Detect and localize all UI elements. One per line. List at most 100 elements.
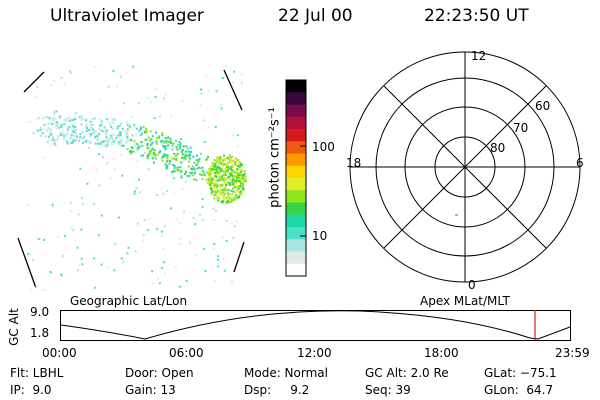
emission-pixel bbox=[70, 134, 73, 137]
emission-pixel bbox=[193, 161, 196, 164]
emission-pixel bbox=[217, 195, 219, 198]
emission-pixel bbox=[217, 165, 220, 168]
emission-pixel bbox=[62, 132, 65, 135]
emission-pixel bbox=[65, 118, 68, 121]
emission-pixel bbox=[115, 139, 118, 142]
emission-pixel bbox=[63, 82, 66, 85]
emission-pixel bbox=[162, 192, 165, 195]
emission-pixel bbox=[203, 141, 206, 143]
emission-pixel bbox=[118, 141, 120, 144]
emission-pixel bbox=[65, 140, 68, 143]
emission-pixel bbox=[146, 142, 149, 145]
emission-pixel bbox=[161, 155, 164, 158]
emission-pixel bbox=[113, 140, 116, 143]
emission-pixel bbox=[133, 192, 136, 195]
emission-pixel bbox=[211, 178, 214, 181]
emission-pixel bbox=[231, 183, 234, 186]
emission-pixel bbox=[55, 110, 58, 113]
emission-pixel bbox=[136, 147, 139, 150]
emission-pixel bbox=[231, 134, 234, 136]
emission-pixel bbox=[223, 177, 226, 179]
emission-pixel bbox=[59, 131, 62, 134]
emission-pixel bbox=[238, 168, 241, 171]
emission-pixel bbox=[236, 134, 239, 137]
emission-pixel bbox=[226, 201, 229, 204]
emission-pixel bbox=[50, 143, 53, 146]
emission-pixel bbox=[213, 248, 216, 250]
emission-pixel bbox=[79, 136, 82, 139]
emission-pixel bbox=[158, 135, 161, 138]
emission-pixel bbox=[120, 153, 123, 156]
emission-pixel bbox=[60, 274, 63, 277]
emission-pixel bbox=[161, 159, 164, 162]
emission-pixel bbox=[219, 156, 222, 159]
emission-pixel bbox=[214, 179, 216, 182]
emission-pixel bbox=[130, 146, 133, 149]
emission-pixel bbox=[207, 168, 210, 171]
emission-pixel bbox=[118, 132, 121, 135]
emission-pixel bbox=[95, 130, 98, 133]
emission-pixel bbox=[161, 139, 163, 142]
emission-pixel bbox=[215, 168, 218, 171]
emission-pixel bbox=[197, 159, 200, 162]
colorbar-band bbox=[286, 178, 306, 191]
emission-pixel bbox=[221, 189, 224, 192]
emission-pixel bbox=[213, 219, 216, 221]
emission-pixel bbox=[185, 180, 187, 183]
emission-pixel bbox=[97, 234, 100, 237]
emission-pixel bbox=[235, 181, 238, 184]
emission-pixel bbox=[236, 178, 239, 181]
emission-pixel bbox=[137, 147, 140, 150]
emission-pixel bbox=[207, 126, 210, 129]
emission-pixel bbox=[154, 131, 157, 134]
emission-pixel bbox=[231, 174, 234, 177]
emission-pixel bbox=[141, 145, 144, 147]
emission-pixel bbox=[222, 195, 225, 198]
emission-pixel bbox=[233, 225, 236, 228]
emission-pixel bbox=[53, 116, 56, 119]
orbit-right-title: Apex MLat/MLT bbox=[420, 294, 510, 308]
emission-pixel bbox=[222, 258, 225, 261]
emission-pixel bbox=[220, 178, 223, 181]
emission-pixel bbox=[238, 195, 241, 198]
emission-pixel bbox=[218, 162, 221, 165]
emission-pixel bbox=[97, 127, 100, 130]
emission-pixel bbox=[54, 124, 57, 127]
emission-pixel bbox=[231, 193, 234, 195]
emission-pixel bbox=[214, 168, 217, 171]
emission-pixel bbox=[63, 118, 66, 121]
emission-pixel bbox=[113, 119, 116, 122]
emission-pixel bbox=[63, 122, 66, 125]
emission-pixel bbox=[232, 237, 235, 240]
emission-pixel bbox=[36, 237, 39, 240]
emission-pixel bbox=[210, 193, 213, 196]
emission-pixel bbox=[91, 118, 94, 120]
emission-pixel bbox=[72, 229, 75, 232]
emission-pixel bbox=[214, 174, 217, 177]
polar-diagonal bbox=[383, 85, 547, 249]
emission-pixel bbox=[227, 192, 229, 195]
emission-pixel bbox=[64, 134, 67, 137]
emission-pixel bbox=[220, 167, 223, 170]
emission-pixel bbox=[126, 140, 129, 143]
emission-pixel bbox=[151, 141, 154, 144]
emission-pixel bbox=[48, 132, 51, 135]
emission-pixel bbox=[137, 143, 140, 146]
emission-pixel bbox=[112, 69, 115, 72]
emission-pixel bbox=[163, 97, 165, 100]
emission-pixel bbox=[218, 166, 220, 169]
emission-pixel bbox=[114, 127, 117, 130]
emission-pixel bbox=[152, 153, 155, 156]
emission-pixel bbox=[148, 136, 151, 139]
emission-pixel bbox=[201, 170, 204, 173]
emission-pixel bbox=[80, 115, 83, 118]
colorbar-band bbox=[286, 80, 306, 93]
emission-pixel bbox=[222, 169, 225, 172]
emission-pixel bbox=[59, 117, 61, 120]
emission-pixel bbox=[120, 144, 123, 147]
emission-pixel bbox=[155, 87, 158, 90]
emission-pixel bbox=[92, 203, 95, 206]
emission-pixel bbox=[238, 161, 241, 164]
emission-pixel bbox=[105, 136, 108, 139]
emission-pixel bbox=[234, 157, 237, 160]
